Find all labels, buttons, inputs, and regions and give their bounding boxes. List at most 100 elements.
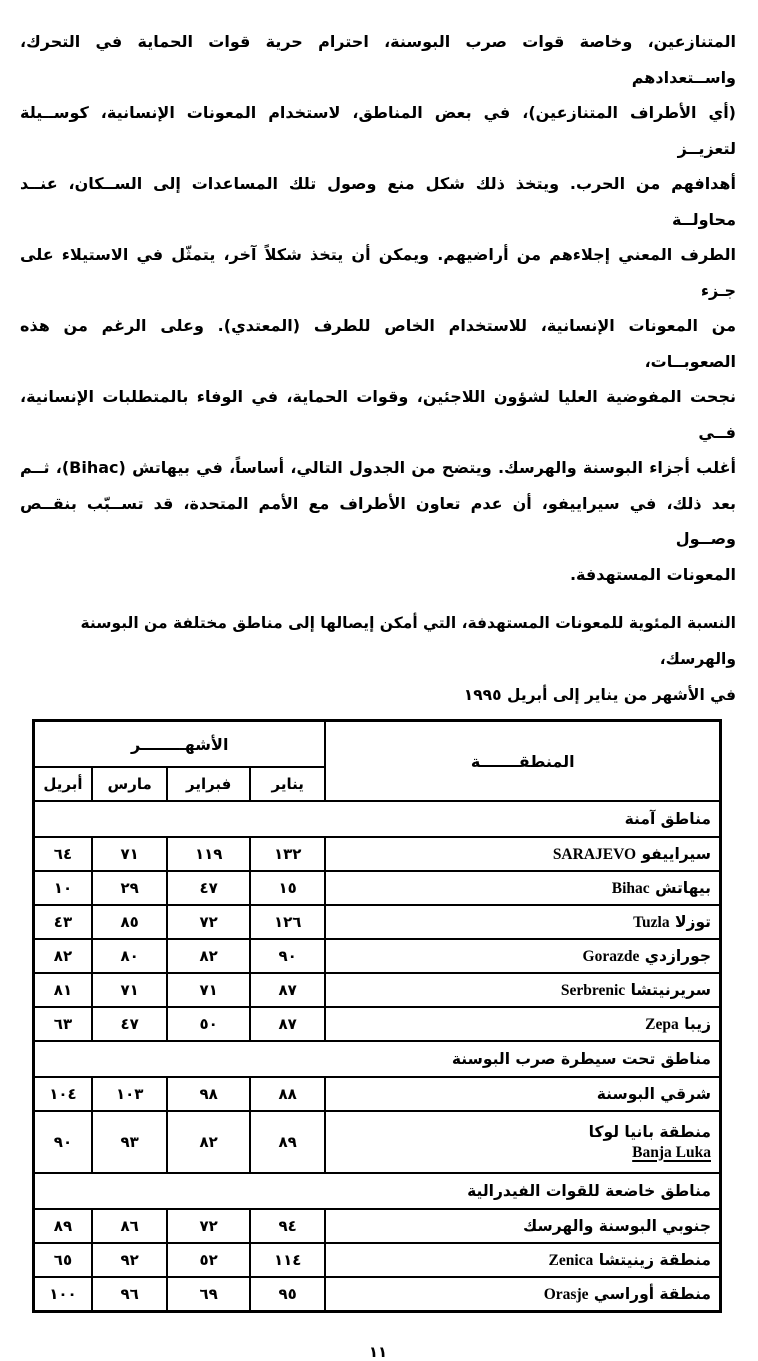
- value-cell: ٩٠: [248, 938, 327, 974]
- paragraph-line: (أي الأطراف المتنازعين)، في بعض المناطق،…: [20, 103, 736, 158]
- table-row: توزلا Tuzla ١٢٦ ٧٢ ٨٥ ٤٣: [32, 904, 722, 940]
- paragraph-line: المتنازعين، وخاصة قوات صرب البوسنة، احتر…: [20, 32, 736, 87]
- region-name-latin: Zepa: [645, 1015, 679, 1033]
- table-row: جورازدي Gorazde ٩٠ ٨٢ ٨٠ ٨٢: [32, 938, 722, 974]
- value-cell: ١٠٣: [90, 1076, 169, 1112]
- value-cell: ٨٦: [90, 1208, 169, 1244]
- months-group-header: الأشهــــــــر: [32, 719, 327, 768]
- region-cell: بيهاتش Bihac: [324, 870, 722, 906]
- paragraph-line: المعونات المستهدفة.: [569, 564, 736, 584]
- region-name-latin: Tuzla: [633, 913, 670, 931]
- section-header-cell: مناطق تحت سيطرة صرب البوسنة: [32, 1040, 722, 1078]
- month-column-header: يناير: [248, 766, 327, 802]
- region-name-arabic: سيراييفو: [641, 844, 711, 863]
- table-caption-line2: في الأشهر من يناير إلى أبريل ١٩٩٥: [463, 686, 736, 704]
- region-cell: زيبا Zepa: [324, 1006, 722, 1042]
- region-name-arabic: بيهاتش: [655, 878, 711, 897]
- value-cell: ٦٣: [32, 1006, 93, 1042]
- value-cell: ٧١: [90, 836, 169, 872]
- value-cell: ٩٢: [90, 1242, 169, 1278]
- region-name-latin: Bihac: [611, 879, 650, 897]
- table-row: زيبا Zepa ٨٧ ٥٠ ٤٧ ٦٣: [32, 1006, 722, 1042]
- value-cell: ٤٧: [166, 870, 251, 906]
- paragraph-line: بعد ذلك، في سيراييفو، أن عدم تعاون الأطر…: [20, 493, 736, 549]
- paragraph-line: أغلب أجزاء البوسنة والهرسك. ويتضح من الج…: [20, 458, 737, 477]
- region-cell: منطقة زينيتشا Zenica: [324, 1242, 722, 1278]
- value-cell: ٥٠: [166, 1006, 251, 1042]
- value-cell: ٨٩: [32, 1208, 93, 1244]
- region-name-latin: Gorazde: [582, 947, 640, 965]
- value-cell: ١٣٢: [248, 836, 327, 872]
- region-cell: توزلا Tuzla: [324, 904, 722, 940]
- value-cell: ٨١: [32, 972, 93, 1008]
- document-page: المتنازعين، وخاصة قوات صرب البوسنة، احتر…: [20, 24, 736, 1361]
- value-cell: ٨٩: [248, 1110, 327, 1174]
- value-cell: ٦٩: [166, 1276, 251, 1313]
- region-name-arabic: زيبا: [684, 1014, 711, 1033]
- table-row: سيراييفو SARAJEVO ١٣٢ ١١٩ ٧١ ٦٤: [32, 836, 722, 872]
- region-name-arabic: منطقة بانيا لوكا: [588, 1122, 711, 1141]
- value-cell: ٩٥: [248, 1276, 327, 1313]
- region-cell: شرقي البوسنة: [324, 1076, 722, 1112]
- paragraph-line: من المعونات الإنسانية، للاستخدام الخاص ل…: [20, 316, 736, 371]
- table-header-row-top: المنطقـــــــة الأشهــــــــر: [32, 719, 722, 802]
- table-row: منطقة زينيتشا Zenica ١١٤ ٥٢ ٩٢ ٦٥: [32, 1242, 722, 1278]
- value-cell: ٨٢: [32, 938, 93, 974]
- value-cell: ٦٥: [32, 1242, 93, 1278]
- value-cell: ٨٢: [166, 938, 251, 974]
- paragraph-line: أهدافهم من الحرب. ويتخذ ذلك شكل منع وصول…: [20, 174, 736, 229]
- month-column-header: أبريل: [32, 766, 93, 802]
- value-cell: ١٠٤: [32, 1076, 93, 1112]
- aid-percentage-table: المنطقـــــــة الأشهــــــــر يناير فبراي…: [32, 719, 722, 1313]
- region-name-arabic: توزلا: [674, 912, 711, 931]
- value-cell: ٩٨: [166, 1076, 251, 1112]
- value-cell: ٧١: [90, 972, 169, 1008]
- month-column-header: فبراير: [166, 766, 251, 802]
- region-cell: جنوبي البوسنة والهرسك: [324, 1208, 722, 1244]
- value-cell: ٨٢: [166, 1110, 251, 1174]
- region-name-latin: Zenica: [548, 1251, 594, 1269]
- value-cell: ٥٢: [166, 1242, 251, 1278]
- region-name-arabic: منطقة أوراسي: [593, 1284, 711, 1303]
- region-column-header: المنطقـــــــة: [324, 719, 722, 802]
- region-cell: منطقة بانيا لوكا Banja Luka: [324, 1110, 722, 1174]
- table-section-row: مناطق تحت سيطرة صرب البوسنة: [32, 1040, 722, 1078]
- value-cell: ٤٧: [90, 1006, 169, 1042]
- value-cell: ٨٥: [90, 904, 169, 940]
- region-cell: سريرنيتشا Serbrenic: [324, 972, 722, 1008]
- table-row: بيهاتش Bihac ١٥ ٤٧ ٢٩ ١٠: [32, 870, 722, 906]
- body-paragraph: المتنازعين، وخاصة قوات صرب البوسنة، احتر…: [20, 24, 736, 592]
- region-name-arabic: جنوبي البوسنة والهرسك: [523, 1217, 711, 1235]
- page-number: ١١: [368, 1343, 388, 1361]
- region-cell: منطقة أوراسي Orasje: [324, 1276, 722, 1313]
- value-cell: ٨٧: [248, 1006, 327, 1042]
- table-section-row: مناطق آمنة: [32, 800, 722, 838]
- table-row: شرقي البوسنة ٨٨ ٩٨ ١٠٣ ١٠٤: [32, 1076, 722, 1112]
- region-name-arabic: جورازدي: [644, 946, 711, 965]
- region-name-arabic: شرقي البوسنة: [596, 1085, 711, 1103]
- value-cell: ٩٣: [90, 1110, 169, 1174]
- value-cell: ٨٧: [248, 972, 327, 1008]
- value-cell: ٧١: [166, 972, 251, 1008]
- value-cell: ٨٠: [90, 938, 169, 974]
- region-name-latin: Banja Luka: [632, 1143, 711, 1161]
- table-row: سريرنيتشا Serbrenic ٨٧ ٧١ ٧١ ٨١: [32, 972, 722, 1008]
- value-cell: ٧٢: [166, 904, 251, 940]
- value-cell: ٧٢: [166, 1208, 251, 1244]
- table-section-row: مناطق خاضعة للقوات الفيدرالية: [32, 1172, 722, 1210]
- value-cell: ١٢٦: [248, 904, 327, 940]
- value-cell: ٤٣: [32, 904, 93, 940]
- table-row: منطقة بانيا لوكا Banja Luka ٨٩ ٨٢ ٩٣ ٩٠: [32, 1110, 722, 1174]
- region-name-latin: Serbrenic: [560, 981, 626, 999]
- region-cell: سيراييفو SARAJEVO: [324, 836, 722, 872]
- section-header-cell: مناطق خاضعة للقوات الفيدرالية: [32, 1172, 722, 1210]
- value-cell: ٦٤: [32, 836, 93, 872]
- value-cell: ١١٤: [248, 1242, 327, 1278]
- region-cell: جورازدي Gorazde: [324, 938, 722, 974]
- table-header-row-months: يناير فبراير مارس أبريل: [32, 766, 721, 802]
- table-row: جنوبي البوسنة والهرسك ٩٤ ٧٢ ٨٦ ٨٩: [32, 1208, 722, 1244]
- value-cell: ١٠٠: [32, 1276, 93, 1313]
- value-cell: ١١٩: [166, 836, 251, 872]
- region-name-latin: SARAJEVO: [552, 845, 637, 863]
- paragraph-line: الطرف المعني إجلاءهم من أراضيهم. ويمكن أ…: [20, 245, 736, 300]
